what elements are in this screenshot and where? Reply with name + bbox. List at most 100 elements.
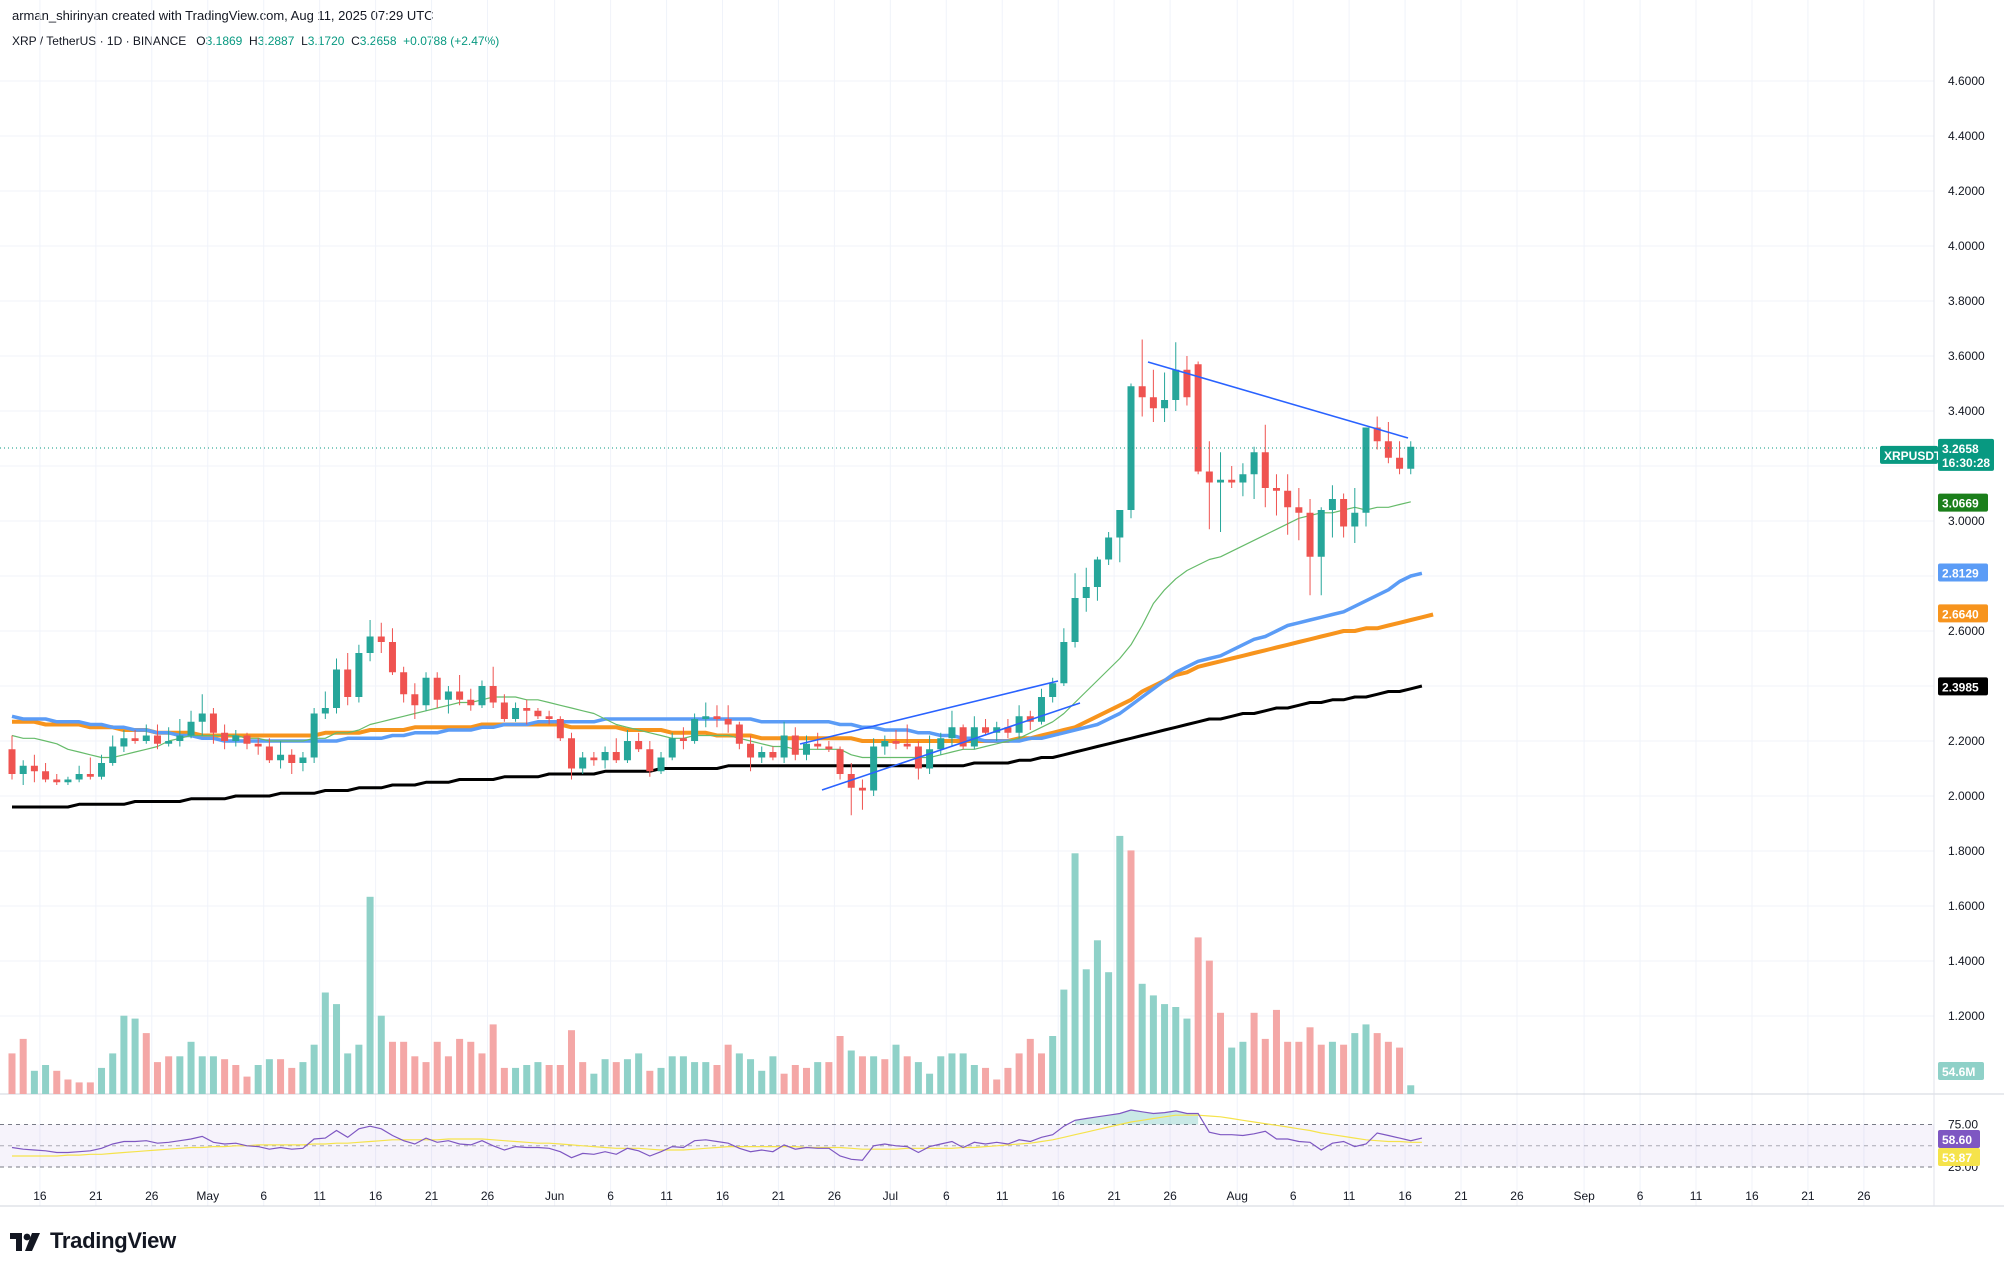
candle-body [679, 738, 687, 741]
price-tick-label: 4.2000 [1948, 184, 1985, 198]
volume-bar [1049, 1036, 1057, 1094]
price-tick-label: 2.6000 [1948, 624, 1985, 638]
volume-bar [400, 1041, 408, 1094]
trendlines[interactable] [799, 361, 1409, 791]
price-tick-label: 2.0000 [1948, 789, 1985, 803]
candle-body [221, 732, 229, 741]
volume-bar [1004, 1067, 1012, 1094]
volume-bar [713, 1065, 721, 1094]
candle-body [30, 765, 38, 772]
volume-bar [209, 1056, 217, 1094]
volume-bar [1183, 1018, 1191, 1094]
rsi-overbought-fill [1075, 1110, 1199, 1125]
candle-body [512, 708, 520, 719]
volume-bar [299, 1062, 307, 1094]
candle-body [646, 749, 654, 772]
volume-bar [545, 1065, 553, 1094]
candle-body [657, 757, 665, 772]
candle-body [836, 749, 844, 774]
volume-bar [489, 1024, 497, 1094]
volume-bar [1351, 1033, 1359, 1094]
candle-body [243, 735, 251, 744]
candle-body [1127, 386, 1135, 510]
candle-body [1384, 441, 1392, 458]
candle-body [545, 716, 553, 719]
candle-body [802, 743, 810, 755]
symbol-name[interactable]: XRP / TetherUS · 1D · BINANCE [12, 34, 187, 48]
candle-body [1071, 598, 1079, 642]
price-tick-label: 3.8000 [1948, 294, 1985, 308]
volume-bar [1362, 1024, 1370, 1094]
candle-body [1250, 452, 1258, 475]
candle-body [1284, 490, 1292, 508]
time-tick-label: 16 [33, 1189, 47, 1203]
tradingview-logo-icon [10, 1233, 40, 1251]
volume-bar [500, 1067, 508, 1094]
volume-bar [1149, 995, 1157, 1094]
ticker-badge-bg [1880, 445, 1938, 464]
channel-upper-trendline [799, 680, 1059, 745]
tradingview-logo[interactable]: TradingView [10, 1226, 176, 1256]
candle-body [176, 735, 184, 741]
candle-body [769, 752, 777, 758]
volume-bar [1105, 972, 1113, 1094]
candle-body [265, 746, 273, 761]
time-tick-label: 26 [145, 1189, 159, 1203]
time-tick-label: 11 [313, 1189, 326, 1203]
volume-bar [1261, 1038, 1269, 1094]
time-tick-label: 11 [1690, 1189, 1703, 1203]
volume-badge-text: 54.6M [1942, 1065, 1975, 1079]
candle-body [814, 743, 822, 747]
channel-lower-trendline [821, 702, 1081, 791]
descending-trendline [1147, 361, 1409, 439]
candle-body [120, 738, 128, 747]
price-tick-label: 4.4000 [1948, 129, 1985, 143]
tradingview-logo-text: TradingView [50, 1228, 176, 1253]
volume-bar [691, 1062, 699, 1094]
volume-bar [959, 1053, 967, 1094]
candle-body [1138, 386, 1146, 398]
candle-body [1049, 683, 1057, 697]
candle-body [623, 741, 631, 761]
candle-body [534, 710, 542, 717]
volume-bar [791, 1065, 799, 1094]
volume-bar [937, 1056, 945, 1094]
volume-bar [1373, 1033, 1381, 1094]
time-tick-label: 6 [1290, 1189, 1297, 1203]
volume-bar [433, 1041, 441, 1094]
time-tick-label: 6 [607, 1189, 614, 1203]
candle-body [1272, 488, 1280, 491]
volume-bar [53, 1070, 61, 1094]
volume-bar [735, 1053, 743, 1094]
volume-bar [612, 1062, 620, 1094]
sma20-badge-bg [1938, 493, 1988, 512]
volume-bar [1384, 1041, 1392, 1094]
time-tick-label: 21 [89, 1189, 103, 1203]
time-tick-label: 26 [1510, 1189, 1524, 1203]
volume-bar [64, 1079, 72, 1094]
candle-body [982, 727, 990, 733]
volume-bar [1127, 850, 1135, 1094]
candle-body [780, 735, 788, 758]
price-axis[interactable]: 4.6000 4.4000 4.2000 4.0000 3.8000 3.6000 3.40… [1948, 74, 1985, 1023]
price-tick-label: 1.2000 [1948, 1009, 1985, 1023]
volume-bar [109, 1053, 117, 1094]
volume-bar [1239, 1041, 1247, 1094]
volume-bars [8, 835, 1415, 1094]
sma100-badge-text: 2.6640 [1942, 607, 1979, 621]
volume-bar [1161, 1004, 1169, 1094]
candle-body [75, 774, 83, 780]
volume-badge-bg [1938, 1062, 1984, 1080]
time-axis[interactable]: 16 21 26 May 6 11 16 21 26 Jun 6 11 16 21 26 Jul 6 11 16 21… [33, 1189, 1871, 1203]
candle-body [1373, 427, 1381, 442]
volume-bar [288, 1067, 296, 1094]
volume-bar [333, 1004, 341, 1094]
time-tick-label: 21 [425, 1189, 439, 1203]
rsi-line [11, 1109, 1423, 1161]
volume-bar [42, 1065, 50, 1094]
candle-body [1060, 642, 1068, 684]
volume-bar [422, 1062, 430, 1094]
volume-bar [892, 1044, 900, 1094]
rsi-tick-label: 75.00 [1948, 1118, 1978, 1132]
